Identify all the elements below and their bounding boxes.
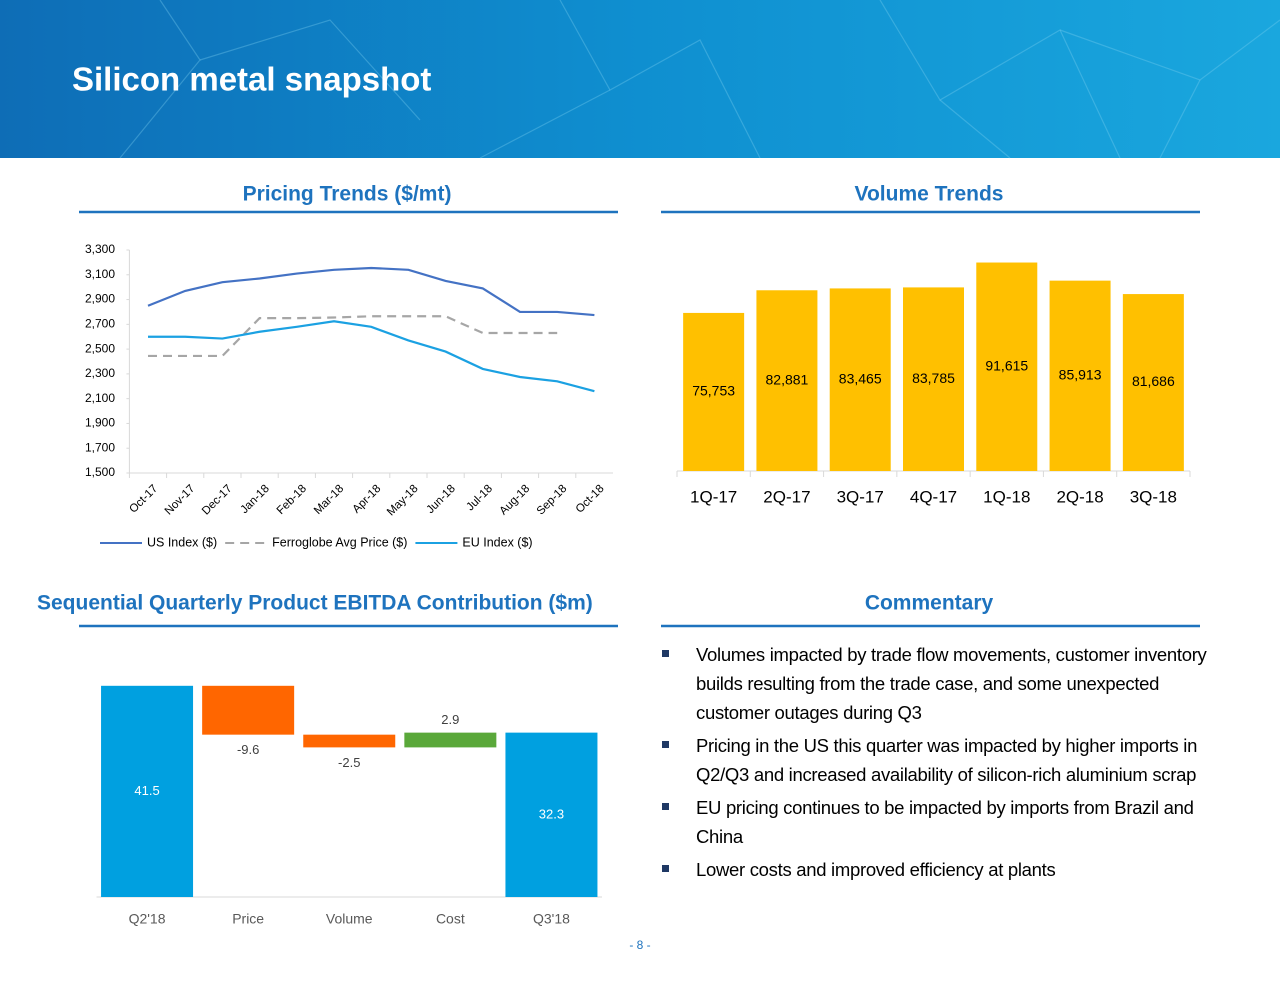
value-label: 82,881 [766, 371, 809, 387]
x-tick-label: 1Q-18 [983, 487, 1030, 506]
series-line [148, 320, 595, 393]
header-band [0, 0, 1280, 158]
legend-label: EU Index ($) [462, 535, 532, 549]
x-tick-label: Jan-18 [239, 483, 272, 516]
x-tick-label: Sep-18 [535, 483, 570, 518]
waterfall-bar [303, 734, 396, 748]
commentary-bullet: Pricing in the US this quarter was impac… [660, 731, 1220, 789]
bar [976, 262, 1038, 471]
y-tick-label: 2,900 [85, 292, 115, 306]
chart-title: Volume Trends [855, 183, 1004, 206]
value-label: 32.3 [539, 806, 564, 821]
x-tick-label: Q2'18 [129, 911, 166, 927]
commentary-heading: Commentary [865, 592, 994, 615]
x-tick-label: Cost [436, 911, 465, 927]
y-tick-label: 2,500 [85, 341, 115, 355]
value-label: 2.9 [441, 712, 459, 727]
chart-title: Pricing Trends ($/mt) [243, 183, 452, 206]
x-tick-label: May-18 [385, 483, 421, 519]
bar [1049, 280, 1111, 471]
x-tick-label: 4Q-17 [910, 487, 957, 506]
value-label: -9.6 [237, 742, 259, 757]
bar [756, 290, 818, 471]
commentary-bullet: Lower costs and improved efficiency at p… [660, 855, 1220, 884]
bar [829, 288, 891, 471]
waterfall-bar [404, 732, 497, 748]
x-tick-label: 1Q-17 [690, 487, 737, 506]
commentary-list: Volumes impacted by trade flow movements… [660, 640, 1220, 888]
series-line [147, 266, 595, 317]
waterfall-bar [505, 732, 598, 897]
series-line [148, 315, 558, 358]
x-tick-label: 3Q-17 [837, 487, 884, 506]
x-tick-label: 3Q-18 [1130, 487, 1177, 506]
page-number: - 8 - [629, 938, 650, 952]
y-tick-label: 2,700 [85, 317, 115, 331]
header-pattern [119, 0, 1280, 159]
value-label: 83,785 [912, 370, 955, 386]
value-label: 75,753 [692, 383, 735, 399]
x-tick-label: Feb-18 [275, 483, 309, 517]
commentary-bullet: Volumes impacted by trade flow movements… [660, 640, 1220, 727]
y-tick-label: 2,300 [85, 366, 115, 380]
y-tick-label: 2,100 [85, 391, 115, 405]
bar [683, 312, 745, 471]
x-tick-label: 2Q-18 [1056, 487, 1103, 506]
x-tick-label: Jul-18 [464, 483, 495, 514]
value-label: 91,615 [985, 357, 1028, 373]
y-tick-label: 1,700 [85, 440, 115, 454]
x-tick-label: Q3'18 [533, 911, 570, 927]
x-tick-label: Oct-18 [574, 483, 607, 516]
commentary-bullet: EU pricing continues to be impacted by i… [660, 793, 1220, 851]
value-label: 81,686 [1132, 373, 1175, 389]
legend-label: US Index ($) [147, 535, 217, 549]
value-label: 85,913 [1059, 367, 1102, 383]
x-tick-label: Oct-17 [127, 483, 160, 516]
x-tick-label: Jun-18 [425, 483, 458, 516]
x-tick-label: Price [232, 911, 264, 927]
y-tick-label: 3,300 [85, 242, 115, 256]
y-tick-label: 1,900 [85, 416, 115, 430]
waterfall-bar [202, 685, 295, 735]
x-tick-label: Dec-17 [200, 483, 235, 518]
x-tick-label: Aug-18 [498, 483, 533, 518]
y-tick-label: 1,500 [85, 465, 115, 479]
y-tick-label: 3,100 [85, 267, 115, 281]
legend-label: Ferroglobe Avg Price ($) [272, 535, 407, 549]
slide-title: Silicon metal snapshot [72, 61, 431, 98]
x-tick-label: 2Q-17 [763, 487, 810, 506]
bar [903, 287, 964, 471]
x-tick-label: Volume [326, 911, 373, 927]
x-tick-label: Apr-18 [351, 483, 384, 516]
waterfall-bar [101, 685, 194, 897]
value-label: 41.5 [134, 783, 159, 798]
bar [1122, 294, 1184, 471]
value-label: -2.5 [338, 755, 360, 770]
chart-title: Sequential Quarterly Product EBITDA Cont… [37, 592, 593, 615]
value-label: 83,465 [839, 370, 882, 386]
x-tick-label: Nov-17 [163, 483, 198, 518]
x-tick-label: Mar-18 [312, 483, 346, 517]
